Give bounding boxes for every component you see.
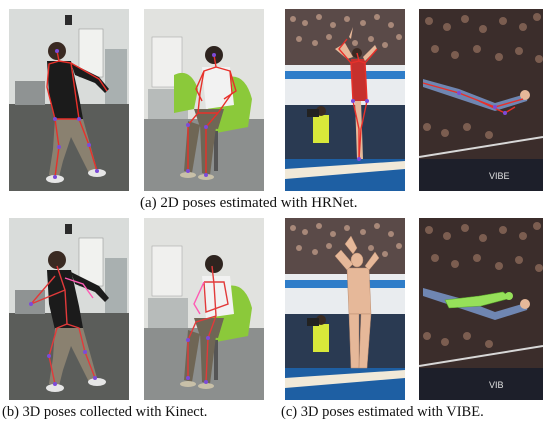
photo-walking-hrnet bbox=[9, 9, 129, 191]
photo-sitting-hrnet bbox=[144, 9, 264, 191]
caption-b: (b) 3D poses collected with Kinect. bbox=[2, 404, 208, 420]
caption-c: (c) 3D poses estimated with VIBE. bbox=[281, 404, 484, 420]
caption-a: (a) 2D poses estimated with HRNet. bbox=[140, 195, 358, 211]
photo-gymnast-bar-hrnet: VIBE bbox=[419, 9, 543, 191]
photo-walking-kinect bbox=[9, 218, 129, 400]
vibe-banner-1: VIBE bbox=[489, 171, 510, 181]
photo-gymnast-bar-vibe: VIB bbox=[419, 218, 543, 400]
photo-sitting-kinect bbox=[144, 218, 264, 400]
vibe-banner-2: VIB bbox=[489, 380, 504, 390]
photo-gymnast-balance-vibe bbox=[285, 218, 405, 400]
photo-gymnast-balance-hrnet bbox=[285, 9, 405, 191]
